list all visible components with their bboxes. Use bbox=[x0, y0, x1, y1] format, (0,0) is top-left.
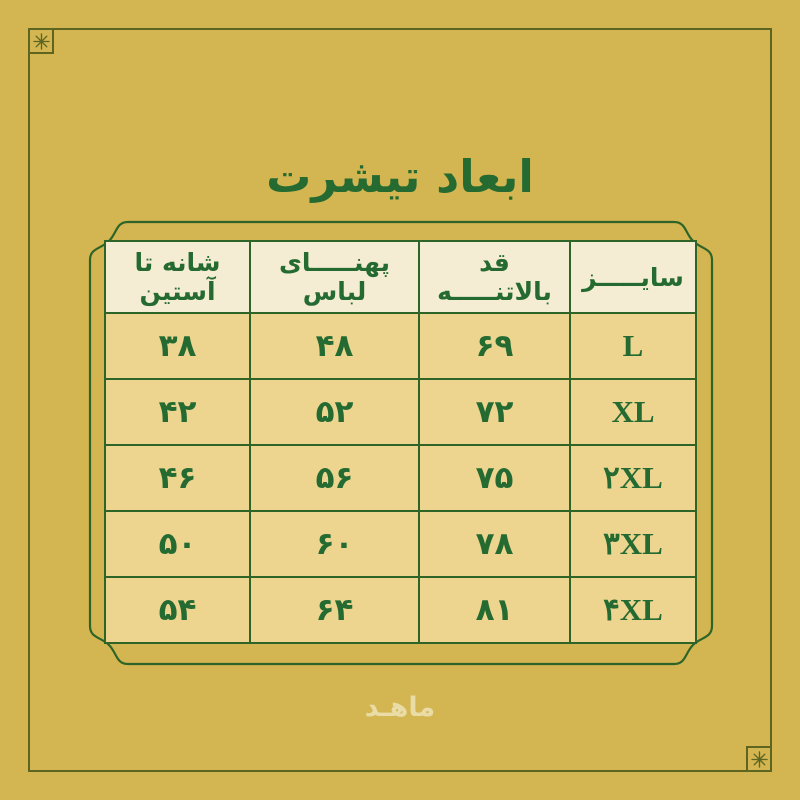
measure-cell-width: ۵۶ bbox=[249, 444, 420, 512]
col-header-size: سایـــــز bbox=[569, 240, 697, 314]
corner-star-box-bottom-right bbox=[746, 746, 772, 772]
table-row-2XL: ۲XL ۷۵ ۵۶ ۴۶ bbox=[104, 444, 697, 512]
size-cell: ۲XL bbox=[569, 444, 697, 512]
table-row-4XL: ۴XL ۸۱ ۶۴ ۵۴ bbox=[104, 576, 697, 644]
measure-cell-width: ۶۴ bbox=[249, 576, 420, 644]
size-cell: XL bbox=[569, 378, 697, 446]
size-cell: L bbox=[569, 312, 697, 380]
corner-star-box-top-left bbox=[28, 28, 54, 54]
header-row: سایـــــز قد بالاتنـــــه پهنـــــای لبا… bbox=[104, 240, 697, 314]
measure-cell-width: ۵۲ bbox=[249, 378, 420, 446]
col-header-garment-width: پهنـــــای لباس bbox=[249, 240, 420, 314]
size-cell: ۴XL bbox=[569, 576, 697, 644]
col-header-torso-length: قد بالاتنـــــه bbox=[418, 240, 571, 314]
star-icon bbox=[32, 32, 50, 50]
measure-cell-torso: ۸۱ bbox=[418, 576, 571, 644]
col-header-shoulder-to-sleeve: شانه تا آستین bbox=[104, 240, 251, 314]
measure-cell-sleeve: ۴۶ bbox=[104, 444, 251, 512]
measure-cell-torso: ۷۸ bbox=[418, 510, 571, 578]
measure-cell-sleeve: ۴۲ bbox=[104, 378, 251, 446]
measure-cell-torso: ۷۲ bbox=[418, 378, 571, 446]
table-row-3XL: ۳XL ۷۸ ۶۰ ۵۰ bbox=[104, 510, 697, 578]
measure-cell-width: ۶۰ bbox=[249, 510, 420, 578]
measure-cell-sleeve: ۵۴ bbox=[104, 576, 251, 644]
measure-cell-torso: ۶۹ bbox=[418, 312, 571, 380]
measure-cell-torso: ۷۵ bbox=[418, 444, 571, 512]
measure-cell-width: ۴۸ bbox=[249, 312, 420, 380]
measure-cell-sleeve: ۳۸ bbox=[104, 312, 251, 380]
table-row-L: L ۶۹ ۴۸ ۳۸ bbox=[104, 312, 697, 380]
page-title: ابعاد تیشرت bbox=[266, 150, 534, 203]
measure-cell-sleeve: ۵۰ bbox=[104, 510, 251, 578]
table-row-XL: XL ۷۲ ۵۲ ۴۲ bbox=[104, 378, 697, 446]
brand-watermark: ماهـد bbox=[364, 692, 436, 723]
size-cell: ۳XL bbox=[569, 510, 697, 578]
star-icon bbox=[750, 750, 768, 768]
size-table: سایـــــز قد بالاتنـــــه پهنـــــای لبا… bbox=[104, 240, 697, 644]
